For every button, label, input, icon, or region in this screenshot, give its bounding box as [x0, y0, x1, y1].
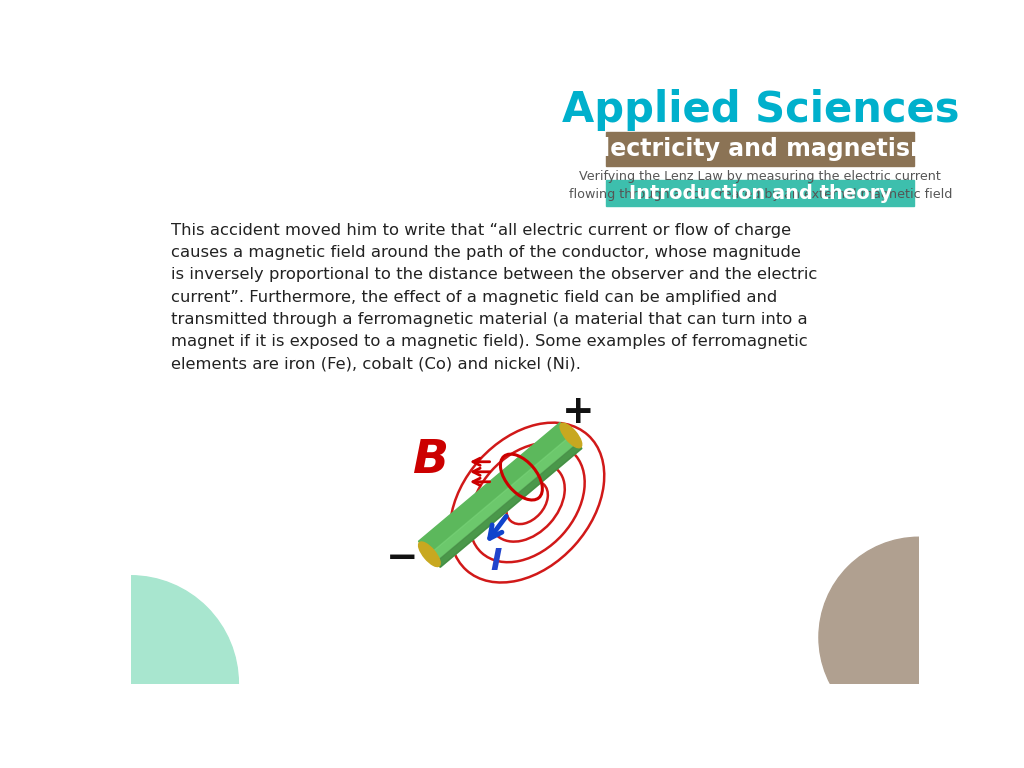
- Text: B: B: [413, 438, 449, 483]
- Text: Verifying the Lenz Law by measuring the electric current
flowing through a coil : Verifying the Lenz Law by measuring the …: [568, 170, 952, 201]
- Polygon shape: [436, 443, 582, 568]
- Text: Electricity and magnetism: Electricity and magnetism: [586, 137, 935, 161]
- Text: Introduction and theory: Introduction and theory: [629, 184, 892, 203]
- Text: This accident moved him to write that “all electric current or flow of charge
ca: This accident moved him to write that “a…: [171, 223, 817, 371]
- Text: I: I: [490, 548, 502, 576]
- Bar: [606, 180, 914, 206]
- Polygon shape: [429, 435, 578, 562]
- Bar: [606, 132, 914, 166]
- Circle shape: [819, 538, 1019, 737]
- Circle shape: [23, 576, 239, 768]
- Polygon shape: [419, 422, 582, 568]
- Text: +: +: [562, 393, 595, 432]
- Ellipse shape: [560, 423, 582, 448]
- Text: Applied Sciences: Applied Sciences: [562, 88, 959, 131]
- Text: −: −: [386, 539, 419, 577]
- Ellipse shape: [419, 542, 440, 567]
